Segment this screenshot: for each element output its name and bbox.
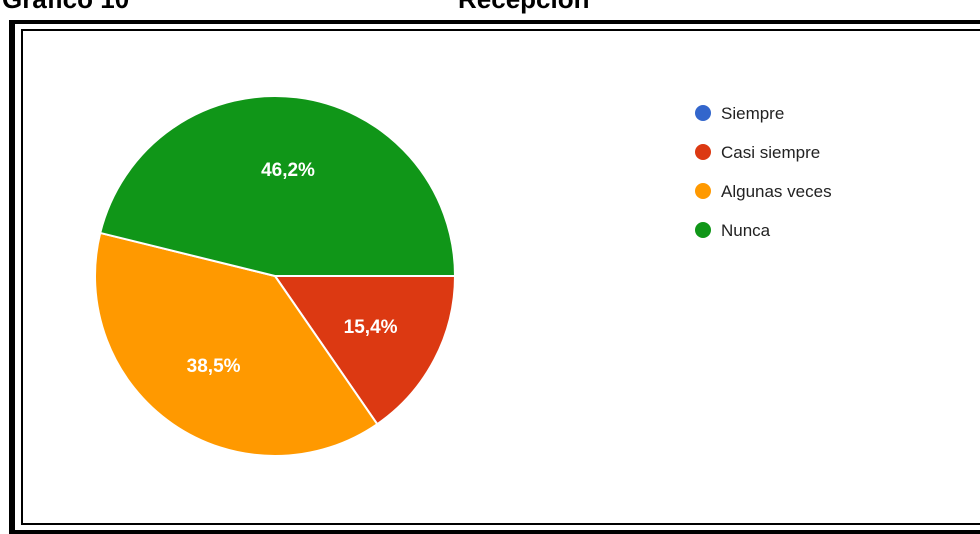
pie-slice-nunca xyxy=(99,95,457,277)
pie-slice-algunas-veces xyxy=(94,231,379,457)
pie-label-casi-siempre: 15,4% xyxy=(344,317,398,338)
pie-slices xyxy=(94,95,457,457)
figure-caption-left: Gráfico 10 xyxy=(2,0,129,12)
legend-swatch-siempre xyxy=(695,105,711,121)
pie-label-nunca: 46,2% xyxy=(261,160,315,181)
pie-chart: 15,4% 38,5% 46,2% Siempre Casi siempre Algun… xyxy=(94,95,832,457)
legend-swatch-casi-siempre xyxy=(695,144,711,160)
pie-labels: 15,4% 38,5% 46,2% xyxy=(187,160,398,377)
figure-caption-center: Recepción xyxy=(458,0,590,12)
legend-swatch-nunca xyxy=(695,222,711,238)
legend-label-algunas-veces: Algunas veces xyxy=(721,182,832,201)
chart-area: 15,4% 38,5% 46,2% Siempre Casi siempre Algun… xyxy=(21,29,980,525)
legend-label-nunca: Nunca xyxy=(721,221,771,240)
pie-label-algunas-veces: 38,5% xyxy=(187,356,241,377)
legend: Siempre Casi siempre Algunas veces Nunca xyxy=(695,104,832,240)
legend-label-casi-siempre: Casi siempre xyxy=(721,143,820,162)
legend-label-siempre: Siempre xyxy=(721,104,784,123)
legend-swatch-algunas-veces xyxy=(695,183,711,199)
chart-frame: 15,4% 38,5% 46,2% Siempre Casi siempre Algun… xyxy=(9,20,980,534)
pie-slice-casi-siempre xyxy=(273,275,457,426)
